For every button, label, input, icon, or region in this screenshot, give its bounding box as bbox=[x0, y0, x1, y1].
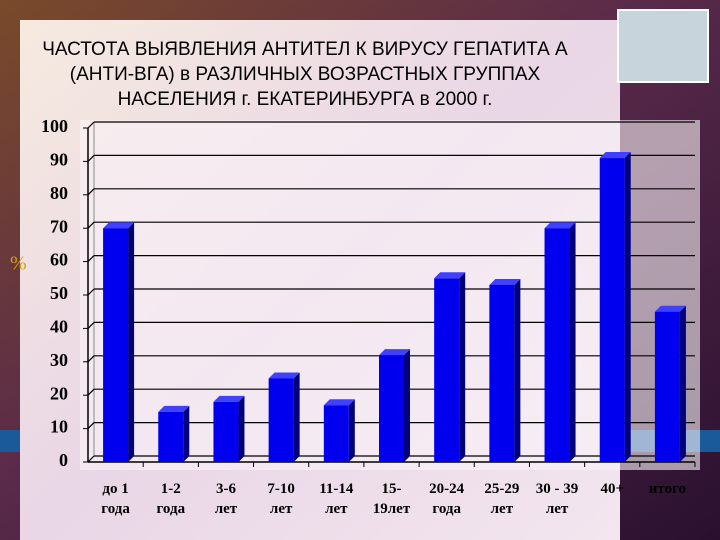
bar-top bbox=[268, 372, 300, 379]
x-tick-label: 15- bbox=[382, 481, 402, 497]
bar-side bbox=[238, 395, 245, 462]
x-tick-label: 30 - 39 bbox=[536, 481, 579, 497]
x-tick-label: лет bbox=[325, 501, 348, 517]
x-tick-label: лет bbox=[215, 501, 238, 517]
y-tick-label: 90 bbox=[50, 150, 68, 170]
bar-top bbox=[379, 349, 410, 356]
x-tick-label: до 1 bbox=[102, 481, 128, 497]
y-tick-label: 0 bbox=[59, 450, 68, 470]
grid-line bbox=[87, 321, 95, 329]
grid-line bbox=[87, 388, 95, 396]
bar-top bbox=[489, 278, 521, 285]
bar-top bbox=[213, 395, 245, 402]
y-tick-label: 100 bbox=[41, 116, 68, 136]
bar-top bbox=[323, 399, 355, 406]
x-tick-label: 1-2 bbox=[161, 481, 181, 497]
grid-line bbox=[87, 355, 95, 363]
bar-top bbox=[654, 305, 686, 312]
chart-title: ЧАСТОТА ВЫЯВЛЕНИЯ АНТИТЕЛ К ВИРУСУ ГЕПАТ… bbox=[42, 39, 568, 110]
bar-top bbox=[158, 405, 190, 412]
grid-line bbox=[87, 121, 95, 129]
x-tick-label: года bbox=[156, 501, 185, 517]
x-tick-label: года bbox=[101, 501, 130, 517]
bar bbox=[434, 278, 460, 462]
bar bbox=[489, 284, 515, 462]
y-tick-label: 40 bbox=[50, 317, 68, 337]
x-tick-label: 11-14 bbox=[319, 481, 354, 497]
x-tick-label: лет bbox=[546, 501, 569, 517]
bar-side bbox=[404, 349, 410, 462]
grid-line bbox=[87, 255, 95, 263]
x-tick-label: 20-24 bbox=[429, 481, 464, 497]
title-line: (АНТИ-ВГА) в РАЗЛИЧНЫХ ВОЗРАСТНЫХ ГРУППА… bbox=[70, 64, 541, 85]
x-tick-label: года bbox=[432, 501, 461, 517]
grid-line bbox=[87, 288, 95, 296]
bar bbox=[379, 355, 404, 462]
bar bbox=[599, 158, 625, 462]
bar-top bbox=[599, 152, 631, 159]
bar-side bbox=[348, 399, 355, 462]
bar bbox=[268, 378, 294, 462]
grid-line bbox=[87, 455, 95, 463]
y-tick-label: 50 bbox=[50, 283, 68, 303]
x-tick-label: лет bbox=[491, 501, 514, 517]
photo bbox=[617, 9, 709, 83]
grid-line bbox=[87, 422, 95, 430]
title-line: ЧАСТОТА ВЫЯВЛЕНИЯ АНТИТЕЛ К ВИРУСУ ГЕПАТ… bbox=[42, 39, 568, 60]
y-tick-label: 10 bbox=[50, 417, 68, 437]
grid-line bbox=[87, 221, 95, 229]
bar-top bbox=[103, 222, 135, 229]
y-tick-label: 80 bbox=[50, 183, 68, 203]
y-axis-label: % bbox=[10, 253, 27, 275]
bar bbox=[544, 228, 570, 462]
x-tick-label: 25-29 bbox=[484, 481, 519, 497]
y-tick-label: 60 bbox=[50, 250, 68, 270]
bar bbox=[323, 405, 349, 462]
grid-line bbox=[87, 154, 95, 162]
x-tick-label: 40+ bbox=[600, 481, 624, 497]
bar bbox=[158, 411, 184, 462]
bar-side bbox=[624, 152, 631, 462]
bar-side bbox=[183, 405, 190, 462]
y-tick-label: 30 bbox=[50, 350, 68, 370]
y-tick-label: 70 bbox=[50, 216, 68, 236]
bar-top bbox=[544, 222, 576, 229]
bar-side bbox=[459, 272, 466, 462]
bar bbox=[103, 228, 129, 462]
x-tick-label: лет bbox=[270, 501, 293, 517]
y-tick-label: 20 bbox=[50, 383, 68, 403]
bar bbox=[213, 401, 239, 462]
bar-side bbox=[514, 278, 521, 462]
grid-line bbox=[87, 188, 95, 196]
bar-side bbox=[679, 305, 686, 462]
bar-side bbox=[128, 222, 135, 462]
bar bbox=[654, 311, 680, 462]
x-tick-label: 7-10 bbox=[267, 481, 295, 497]
title-line: НАСЕЛЕНИЯ г. ЕКАТЕРИНБУРГА в 2000 г. bbox=[118, 89, 493, 110]
bar-side bbox=[569, 222, 576, 462]
bar-side bbox=[293, 372, 300, 462]
x-tick-label: 19лет bbox=[373, 501, 411, 517]
x-tick-label: итого bbox=[649, 481, 686, 497]
x-tick-label: 3-6 bbox=[216, 481, 236, 497]
bar-top bbox=[434, 272, 466, 279]
